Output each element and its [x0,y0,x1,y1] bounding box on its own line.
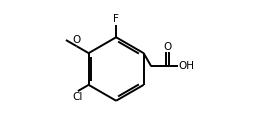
Text: O: O [73,35,81,45]
Text: OH: OH [179,61,195,71]
Text: F: F [113,14,119,24]
Text: Cl: Cl [73,92,83,102]
Text: O: O [163,42,172,52]
